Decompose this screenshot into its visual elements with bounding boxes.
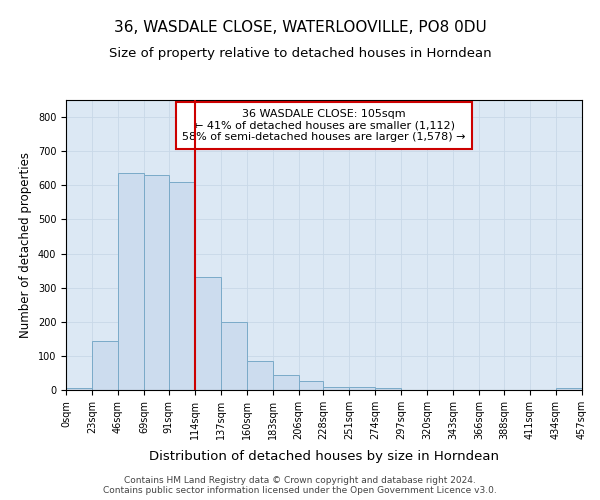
Text: 36 WASDALE CLOSE: 105sqm
← 41% of detached houses are smaller (1,112)
58% of sem: 36 WASDALE CLOSE: 105sqm ← 41% of detach… (182, 108, 466, 142)
Y-axis label: Number of detached properties: Number of detached properties (19, 152, 32, 338)
Bar (272, 374, 299, 390)
Bar (144, 175, 169, 390)
Bar (556, 388, 582, 390)
Bar (195, 278, 221, 390)
Bar (169, 182, 195, 390)
Bar (376, 388, 401, 390)
Bar (299, 382, 323, 390)
Bar (323, 386, 349, 390)
Bar (66, 388, 92, 390)
Text: Size of property relative to detached houses in Horndean: Size of property relative to detached ho… (109, 48, 491, 60)
Bar (221, 322, 247, 390)
Bar (247, 361, 272, 390)
Bar (92, 340, 118, 390)
Text: 36, WASDALE CLOSE, WATERLOOVILLE, PO8 0DU: 36, WASDALE CLOSE, WATERLOOVILLE, PO8 0D… (113, 20, 487, 35)
Text: Contains HM Land Registry data © Crown copyright and database right 2024.
Contai: Contains HM Land Registry data © Crown c… (103, 476, 497, 495)
X-axis label: Distribution of detached houses by size in Horndean: Distribution of detached houses by size … (149, 450, 499, 463)
Bar (118, 174, 144, 390)
Bar (349, 386, 376, 390)
